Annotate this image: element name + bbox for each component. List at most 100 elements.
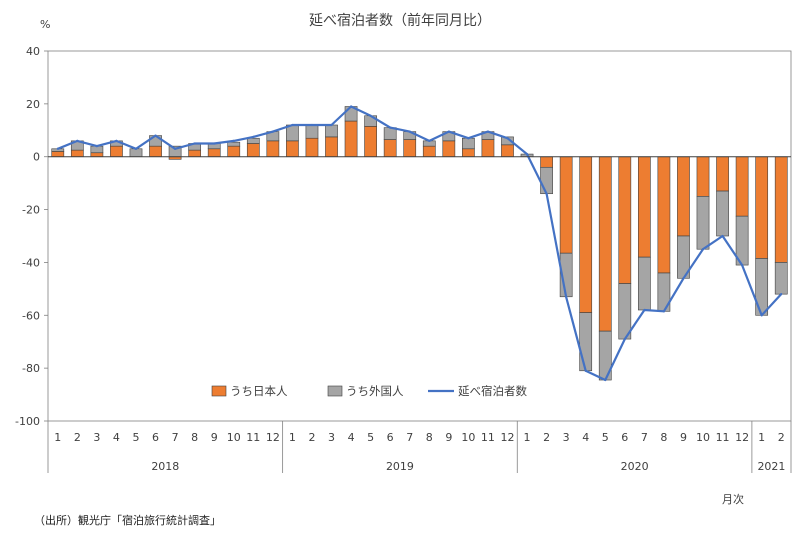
x-month-label: 7: [406, 431, 413, 444]
bar-foreign-14: [325, 124, 338, 138]
x-month-label: 12: [266, 431, 280, 444]
total-point-37: [780, 293, 783, 296]
legend-foreign-label: うち外国人: [346, 384, 404, 398]
bar-japanese-12: [286, 140, 299, 158]
bar-japanese-28: [598, 156, 612, 332]
total-point-33: [701, 248, 705, 251]
x-month-label: 11: [716, 431, 730, 444]
total-point-24: [525, 152, 529, 156]
bar-foreign-33: [696, 196, 710, 250]
source-note: （出所）観光庁「宿泊旅行統計調査」: [34, 514, 221, 527]
bar-japanese-33: [696, 156, 710, 197]
bar-japanese-8: [207, 148, 221, 158]
legend-japanese-label: うち日本人: [230, 384, 288, 398]
bar-foreign-37: [774, 262, 788, 295]
total-point-1: [76, 139, 79, 142]
total-point-5: [154, 134, 157, 137]
total-point-26: [565, 295, 568, 298]
x-year-label: 2019: [386, 460, 414, 473]
x-month-label: 1: [758, 431, 765, 444]
legend: うち日本人 うち外国人 延べ宿泊者数: [211, 384, 527, 398]
x-year-label: 2021: [757, 460, 785, 473]
bar-foreign-30: [637, 256, 651, 311]
y-tick-label: 0: [33, 151, 40, 164]
legend-foreign-swatch: [327, 385, 343, 397]
x-month-label: 10: [696, 431, 710, 444]
bar-foreign-29: [618, 283, 632, 340]
bar-japanese-3: [110, 145, 123, 158]
legend-total-label: 延べ宿泊者数: [458, 384, 527, 398]
bar-japanese-18: [403, 139, 417, 158]
line-group: [56, 105, 783, 382]
bar-foreign-34: [716, 190, 729, 237]
total-point-21: [467, 137, 470, 140]
bar-japanese-29: [618, 156, 632, 284]
x-month-label: 2: [543, 431, 550, 444]
bar-japanese-19: [422, 145, 436, 158]
bars-group: [51, 106, 788, 381]
total-point-4: [134, 147, 138, 150]
y-tick-label: -100: [15, 415, 40, 428]
x-month-label: 9: [445, 431, 452, 444]
bar-japanese-2: [90, 152, 104, 158]
total-point-0: [56, 147, 59, 150]
total-point-20: [447, 130, 450, 133]
legend-japanese-swatch: [211, 385, 227, 397]
total-line: [57, 105, 783, 382]
x-year-label: 2018: [151, 460, 179, 473]
total-point-19: [428, 139, 431, 142]
x-month-label: 3: [328, 431, 335, 444]
x-month-label: 5: [132, 431, 139, 444]
x-month-label: 11: [246, 431, 260, 444]
bar-foreign-9: [227, 141, 241, 147]
bar-japanese-9: [227, 145, 241, 158]
total-point-36: [760, 314, 763, 317]
bar-japanese-11: [266, 140, 280, 158]
bar-japanese-1: [70, 149, 84, 158]
y-tick-label: -60: [22, 309, 40, 322]
bar-japanese-31: [657, 156, 671, 274]
bar-japanese-37: [774, 156, 788, 263]
bar-foreign-25: [540, 166, 553, 195]
x-month-label: 2: [778, 431, 785, 444]
total-point-2: [95, 145, 98, 148]
x-month-label: 12: [735, 431, 749, 444]
x-month-label: 6: [387, 431, 394, 444]
bar-foreign-13: [305, 124, 319, 139]
y-tick-label: -20: [22, 204, 40, 217]
bar-japanese-21: [462, 148, 475, 158]
bar-japanese-32: [677, 156, 690, 237]
plot-frame: [47, 50, 792, 422]
chart-title: 延べ宿泊者数（前年同月比）: [309, 13, 491, 29]
total-point-22: [486, 130, 490, 133]
x-month-label: 8: [426, 431, 433, 444]
total-point-32: [682, 277, 685, 280]
x-month-label: 4: [582, 431, 589, 444]
x-month-label: 3: [93, 431, 100, 444]
total-point-23: [506, 137, 509, 140]
total-point-17: [389, 126, 392, 129]
total-point-6: [173, 147, 177, 150]
total-point-13: [310, 123, 314, 127]
bar-japanese-10: [246, 143, 260, 158]
total-point-11: [271, 130, 274, 133]
total-point-3: [115, 139, 118, 142]
total-point-8: [213, 142, 216, 145]
x-year-label: 2020: [621, 460, 649, 473]
y-tick-label: 20: [26, 98, 40, 111]
bar-japanese-22: [481, 139, 495, 158]
total-point-29: [623, 337, 626, 341]
y-tick-label: -40: [22, 256, 40, 269]
x-month-label: 4: [348, 431, 355, 444]
bar-japanese-14: [325, 136, 338, 158]
x-month-label: 7: [641, 431, 648, 444]
x-month-label: 1: [524, 431, 531, 444]
bar-japanese-20: [442, 140, 456, 158]
x-month-label: 1: [54, 431, 61, 444]
x-month-label: 5: [367, 431, 374, 444]
bar-japanese-26: [559, 156, 573, 254]
total-point-18: [408, 130, 411, 133]
total-point-9: [232, 139, 235, 142]
